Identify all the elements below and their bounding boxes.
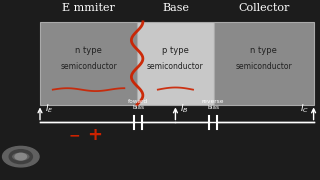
- Text: n type: n type: [75, 46, 102, 55]
- Text: $I_C$: $I_C$: [300, 103, 309, 115]
- Text: semiconductor: semiconductor: [60, 62, 117, 71]
- Text: Collector: Collector: [238, 3, 289, 13]
- Circle shape: [15, 153, 27, 160]
- Circle shape: [3, 146, 39, 167]
- Text: +: +: [87, 126, 102, 144]
- Text: p type: p type: [162, 46, 189, 55]
- Bar: [137, 22, 214, 105]
- Bar: [40, 22, 137, 105]
- Text: $I_E$: $I_E$: [45, 103, 53, 115]
- Text: semiconductor: semiconductor: [235, 62, 292, 71]
- Text: n type: n type: [250, 46, 277, 55]
- Text: −: −: [68, 128, 80, 142]
- Text: semiconductor: semiconductor: [147, 62, 204, 71]
- Text: Base: Base: [162, 3, 189, 13]
- Text: reverse
bias: reverse bias: [202, 99, 224, 110]
- Text: $I_B$: $I_B$: [180, 103, 189, 115]
- Text: E mmiter: E mmiter: [62, 3, 115, 13]
- Bar: [214, 22, 314, 105]
- Text: foward
bias: foward bias: [128, 99, 148, 110]
